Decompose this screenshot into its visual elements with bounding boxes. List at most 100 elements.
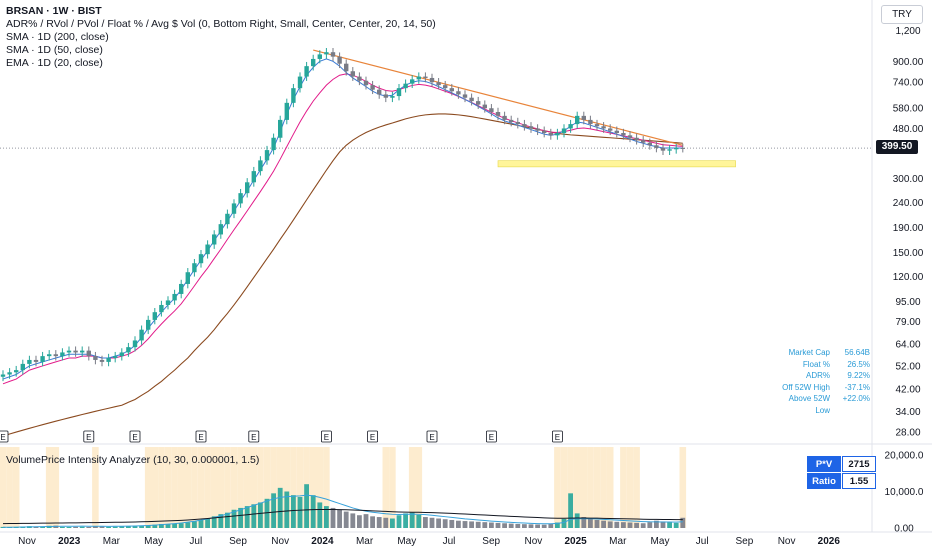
- volume-bar: [423, 517, 428, 528]
- stat-label: Above 52W Low: [788, 394, 830, 415]
- price-tick-label: 34.00: [895, 407, 920, 418]
- candle: [304, 66, 309, 77]
- volume-bar: [442, 519, 448, 528]
- time-tick-label: 2025: [564, 536, 587, 547]
- volume-bar: [621, 522, 626, 528]
- highlight-band: [283, 447, 291, 528]
- indicator-adr[interactable]: ADR% / RVol / PVol / Float % / Avg $ Vol…: [6, 18, 436, 30]
- chart-legend: BRSAN · 1W · BIST ADR% / RVol / PVol / F…: [6, 5, 436, 70]
- candle: [20, 363, 25, 371]
- candle: [680, 147, 685, 149]
- highlight-band: [270, 447, 277, 528]
- volume-bar: [238, 507, 243, 528]
- volume-bar: [515, 523, 521, 528]
- candle: [53, 354, 58, 357]
- highlight-band: [290, 447, 297, 528]
- volume-bar: [416, 514, 422, 528]
- candle: [291, 88, 296, 103]
- volume-bar: [231, 509, 237, 528]
- volume-bar: [634, 522, 639, 528]
- volume-bar: [370, 516, 375, 528]
- candle: [152, 312, 157, 320]
- price-tick-label: 190.00: [893, 223, 924, 234]
- candle: [561, 128, 567, 134]
- time-tick-label: 2026: [818, 536, 841, 547]
- highlight-band: [620, 447, 627, 528]
- candle: [542, 130, 547, 134]
- highlight-band: [580, 447, 588, 528]
- highlight-band: [6, 447, 13, 528]
- candle: [429, 77, 435, 83]
- volume-bar: [324, 506, 329, 528]
- candle: [159, 304, 164, 313]
- volume-bar: [403, 513, 408, 528]
- stat-label: Off 52W High: [782, 382, 830, 392]
- last-price-label: 399.50: [876, 140, 918, 154]
- volume-bar: [522, 524, 527, 528]
- candle: [106, 358, 111, 362]
- candle: [568, 124, 573, 129]
- symbol-title[interactable]: BRSAN · 1W · BIST: [6, 5, 102, 17]
- candle: [185, 272, 190, 284]
- time-tick-label: Jul: [696, 536, 709, 547]
- pv-value: 2715: [842, 456, 876, 472]
- volume-bar: [291, 495, 296, 528]
- volume-bar: [673, 522, 679, 528]
- price-tick-label: 580.00: [893, 104, 924, 115]
- earnings-marker: [195, 430, 207, 443]
- currency-button[interactable]: TRY: [881, 5, 923, 24]
- candle: [403, 83, 408, 89]
- volume-bar: [119, 526, 125, 528]
- highlight-band: [257, 447, 264, 528]
- candle: [218, 224, 223, 235]
- volume-bar: [93, 526, 98, 528]
- volume-bar: [555, 522, 560, 528]
- volume-bar: [244, 506, 250, 528]
- indicator-sma-50[interactable]: SMA · 1D (50, close): [6, 44, 103, 56]
- ratio-key: Ratio: [807, 473, 841, 489]
- candle: [647, 142, 652, 146]
- highlight-band: [606, 447, 614, 528]
- candle: [179, 283, 184, 294]
- highlight-band: [415, 447, 423, 528]
- candle: [627, 135, 633, 138]
- time-tick-label: Mar: [103, 536, 121, 547]
- earnings-marker: [485, 430, 497, 443]
- highlight-band: [217, 447, 225, 528]
- highlight-band: [263, 447, 271, 528]
- candle: [350, 71, 355, 77]
- indicator-ema-20[interactable]: EMA · 1D (20, close): [6, 57, 103, 69]
- stat-value: 26.5%: [847, 359, 870, 369]
- highlight-band: [204, 447, 211, 528]
- candle: [410, 79, 415, 84]
- volume-bar: [145, 525, 151, 528]
- volume-indicator-title[interactable]: VolumePrice Intensity Analyzer (10, 30, …: [6, 454, 260, 466]
- price-tick-label: 900.00: [893, 57, 924, 68]
- volume-bar: [139, 525, 144, 528]
- highlight-band: [633, 447, 640, 528]
- indicator-sma-200[interactable]: SMA · 1D (200, close): [6, 31, 109, 43]
- stats-table: Market Cap 56.64B Float % 26.5% ADR% 9.22% …: [772, 347, 870, 415]
- highlight-band: [389, 447, 396, 528]
- ema-20-line: [2, 58, 683, 380]
- candle: [416, 76, 421, 80]
- price-tick-label: 240.00: [893, 198, 924, 209]
- price-tick-label: 28.00: [895, 428, 920, 439]
- volume-ma-line: [2, 508, 683, 525]
- price-tick-label: 79.00: [895, 317, 920, 328]
- stat-value: 56.64B: [844, 348, 870, 357]
- volume-bar: [482, 522, 488, 528]
- highlight-band: [171, 447, 178, 528]
- candle: [60, 352, 65, 357]
- time-tick-label: Nov: [525, 536, 543, 547]
- candle: [324, 52, 329, 55]
- candle: [330, 52, 336, 57]
- volume-bar: [396, 515, 402, 528]
- highlight-band: [158, 447, 165, 528]
- price-tick-label: 150.00: [893, 248, 924, 259]
- price-tick-label: 120.00: [893, 272, 924, 283]
- price-tick-label: 42.00: [895, 384, 920, 395]
- earnings-marker-label: E: [132, 433, 137, 442]
- candle: [621, 133, 626, 136]
